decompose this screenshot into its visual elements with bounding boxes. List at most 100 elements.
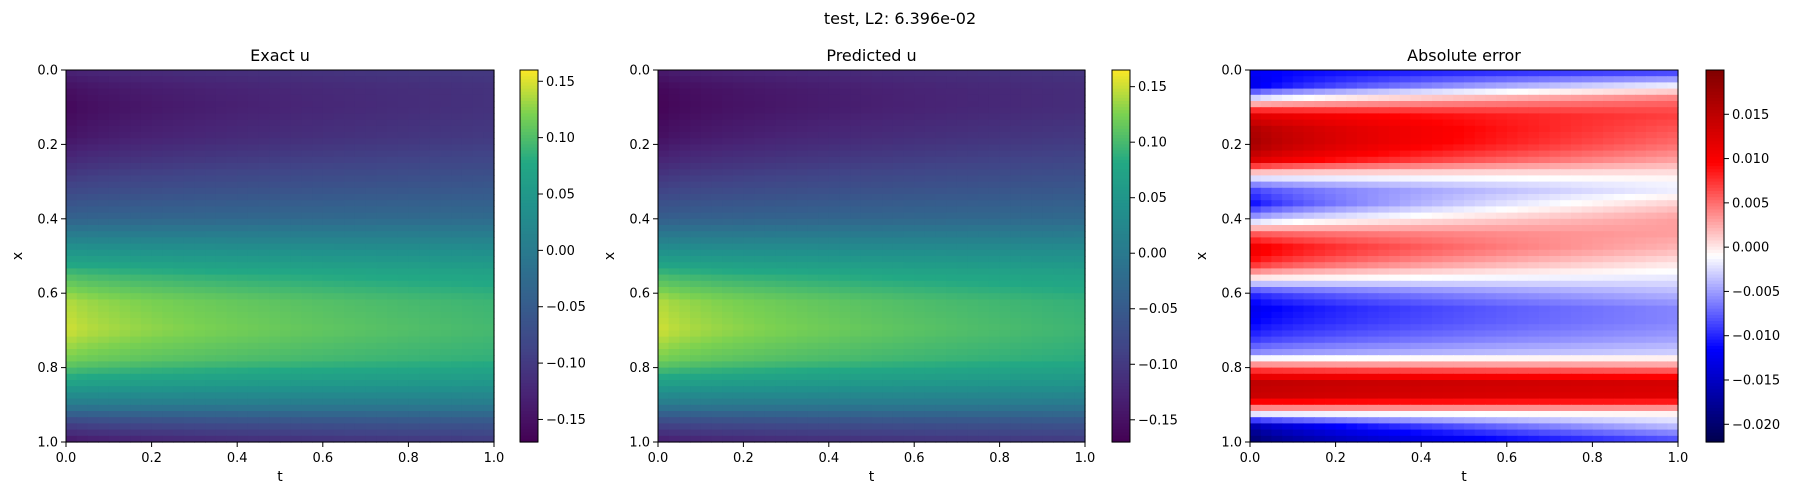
heatmap-cell bbox=[87, 70, 99, 77]
heatmap-cell bbox=[871, 274, 883, 282]
heatmap-cell bbox=[690, 132, 702, 139]
heatmap-cell bbox=[882, 373, 894, 381]
heatmap-cell bbox=[743, 262, 755, 269]
heatmap-cell bbox=[280, 274, 292, 282]
heatmap-cell bbox=[290, 249, 302, 257]
colorbar-segment bbox=[520, 342, 538, 347]
heatmap-cell bbox=[290, 206, 302, 214]
heatmap-cell bbox=[882, 113, 894, 121]
heatmap-cell bbox=[1074, 330, 1086, 338]
heatmap-cell bbox=[247, 411, 260, 418]
heatmap-cell bbox=[173, 132, 185, 139]
heatmap-cell bbox=[483, 404, 495, 412]
heatmap-cell bbox=[162, 330, 174, 338]
heatmap-cell bbox=[226, 367, 238, 375]
x-tick-label: 0.0 bbox=[648, 451, 669, 466]
heatmap-cell bbox=[903, 429, 915, 437]
heatmap-cell bbox=[967, 94, 979, 102]
heatmap-cell bbox=[173, 231, 185, 238]
heatmap-cell bbox=[280, 435, 292, 443]
heatmap-cell bbox=[183, 417, 195, 424]
heatmap-cell bbox=[850, 404, 862, 412]
heatmap-cell bbox=[130, 138, 142, 145]
heatmap-cell bbox=[419, 237, 431, 245]
heatmap-cell bbox=[183, 342, 195, 350]
heatmap-cell bbox=[119, 187, 131, 195]
heatmap-cell bbox=[1042, 144, 1054, 152]
heatmap-cell bbox=[946, 76, 958, 83]
heatmap-cell bbox=[247, 311, 260, 319]
heatmap-cell bbox=[194, 94, 206, 102]
heatmap-cell bbox=[722, 392, 734, 400]
heatmap-cell bbox=[892, 119, 905, 127]
heatmap-cell bbox=[999, 380, 1011, 387]
heatmap-cell bbox=[978, 380, 990, 387]
heatmap-cell bbox=[247, 225, 260, 232]
heatmap-cell bbox=[786, 249, 798, 257]
heatmap-cell bbox=[247, 181, 260, 189]
heatmap-cell bbox=[722, 311, 734, 319]
heatmap-cell bbox=[956, 206, 969, 214]
heatmap-cell bbox=[1031, 76, 1043, 83]
heatmap-cell bbox=[850, 249, 862, 257]
heatmap-cell bbox=[108, 94, 121, 102]
heatmap-cell bbox=[839, 163, 851, 170]
heatmap-cell bbox=[828, 386, 841, 393]
heatmap-cell bbox=[690, 417, 702, 424]
heatmap-cell bbox=[205, 82, 217, 90]
heatmap-cell bbox=[87, 380, 99, 387]
heatmap-cell bbox=[1010, 113, 1022, 121]
heatmap-cell bbox=[226, 305, 238, 313]
heatmap-cell bbox=[354, 181, 367, 189]
heatmap-cell bbox=[301, 181, 313, 189]
heatmap-cell bbox=[344, 274, 356, 282]
heatmap-cell bbox=[258, 175, 270, 183]
heatmap-cell bbox=[397, 330, 409, 338]
heatmap-cell bbox=[376, 175, 388, 183]
heatmap-cell bbox=[461, 367, 474, 375]
heatmap-cell bbox=[119, 342, 131, 350]
heatmap-cell bbox=[1020, 324, 1033, 331]
heatmap-cell bbox=[66, 101, 78, 108]
y-tick-label: 0.8 bbox=[629, 361, 650, 376]
heatmap-cell bbox=[140, 423, 153, 431]
colorbar-segment bbox=[520, 234, 538, 238]
heatmap-cell bbox=[796, 70, 809, 77]
heatmap-cell bbox=[237, 262, 249, 269]
heatmap-cell bbox=[429, 311, 442, 319]
heatmap-cell bbox=[194, 175, 206, 183]
heatmap-cell bbox=[269, 417, 281, 424]
heatmap-cell bbox=[978, 392, 990, 400]
heatmap-cell bbox=[1063, 349, 1075, 356]
heatmap-cell bbox=[258, 125, 270, 133]
heatmap-cell bbox=[419, 181, 431, 189]
heatmap-cell bbox=[98, 119, 110, 127]
heatmap-cell bbox=[818, 311, 830, 319]
heatmap-cell bbox=[679, 287, 691, 294]
heatmap-cell bbox=[461, 169, 474, 176]
heatmap-cell bbox=[312, 355, 324, 362]
heatmap-cell bbox=[988, 88, 1001, 96]
heatmap-cell bbox=[354, 138, 367, 145]
heatmap-cell bbox=[408, 386, 420, 393]
heatmap-cell bbox=[796, 225, 809, 232]
heatmap-cell bbox=[429, 318, 442, 325]
heatmap-cell bbox=[376, 156, 388, 164]
heatmap-cell bbox=[903, 218, 915, 226]
heatmap-cell bbox=[732, 361, 745, 369]
heatmap-cell bbox=[387, 404, 399, 412]
heatmap-cell bbox=[946, 194, 958, 201]
heatmap-cell bbox=[440, 125, 452, 133]
heatmap-cell bbox=[408, 435, 420, 443]
heatmap-cell bbox=[290, 404, 302, 412]
heatmap-cell bbox=[828, 101, 841, 108]
heatmap-cell bbox=[376, 150, 388, 158]
heatmap-cell bbox=[775, 355, 787, 362]
heatmap-cell bbox=[1042, 194, 1054, 201]
heatmap-cell bbox=[76, 411, 88, 418]
heatmap-cell bbox=[280, 187, 292, 195]
heatmap-cell bbox=[1031, 187, 1043, 195]
colorbar-segment bbox=[520, 386, 538, 390]
heatmap-cell bbox=[344, 299, 356, 307]
heatmap-cell bbox=[668, 268, 680, 276]
